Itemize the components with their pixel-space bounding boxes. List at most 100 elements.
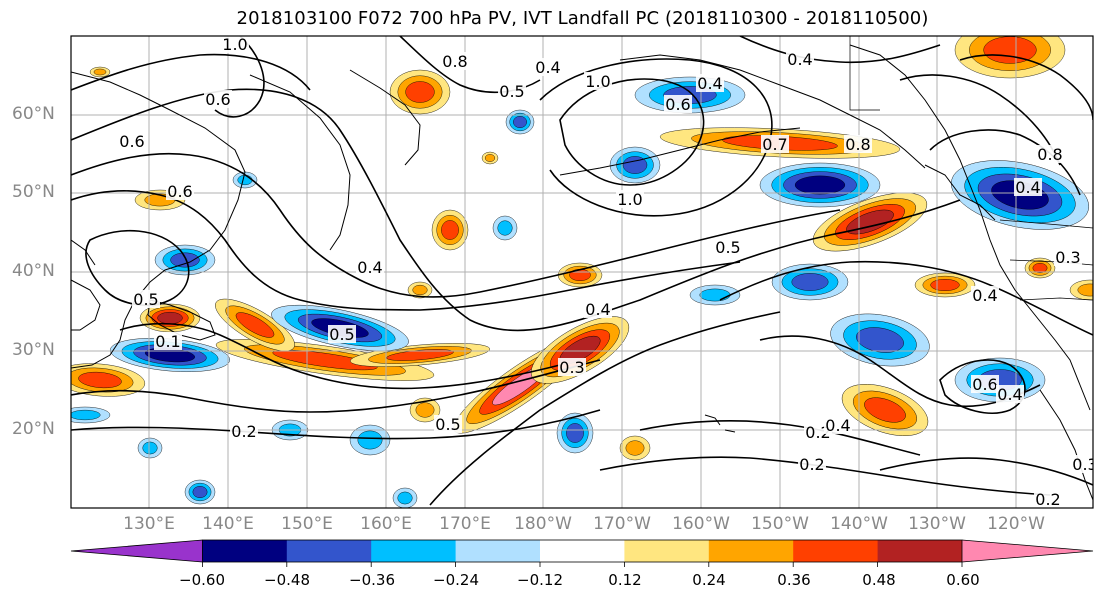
lat-label-40n: 40°N bbox=[12, 261, 55, 281]
lat-label-60n: 60°N bbox=[12, 104, 55, 124]
lon-label-130e: 130°E bbox=[123, 514, 175, 534]
pc-anomaly-cell bbox=[405, 81, 435, 103]
contour-label-bg bbox=[221, 36, 249, 53]
pv-contour-label: 0.5 bbox=[498, 82, 526, 101]
pc-anomaly-cell bbox=[441, 220, 459, 240]
pv-contour-label: 0.4 bbox=[356, 258, 384, 277]
contour-label-bg bbox=[132, 290, 160, 308]
contour-label-bg bbox=[664, 95, 692, 113]
pv-contour-label: 0.7 bbox=[761, 135, 789, 154]
contour-label-bg bbox=[824, 416, 852, 434]
pv-contour-label: 0.5 bbox=[714, 238, 742, 257]
pv-contour-label: 0.5 bbox=[328, 325, 356, 344]
contour-label-text: 0.8 bbox=[845, 135, 870, 154]
contour-label-text: 0.8 bbox=[1037, 145, 1062, 164]
contour-label-bg bbox=[714, 238, 742, 256]
pc-anomaly-cell bbox=[397, 491, 413, 505]
colorbar-extend-min bbox=[71, 540, 203, 562]
pv-contour-label: 0.4 bbox=[971, 286, 999, 305]
pv-contour-line bbox=[85, 229, 190, 306]
pc-anomaly-cell bbox=[622, 156, 648, 174]
pv-contour-label: 0.6 bbox=[118, 132, 146, 151]
pc-anomaly-cell bbox=[566, 423, 584, 443]
pv-contour-line bbox=[879, 457, 1093, 486]
pv-contour-label: 0.1 bbox=[154, 332, 182, 351]
colorbar-extend-max bbox=[962, 540, 1093, 562]
contour-label-bg bbox=[996, 385, 1024, 403]
contour-label-bg bbox=[328, 325, 356, 343]
pv-contour-label: 0.4 bbox=[1014, 178, 1042, 197]
colorbar-tick: 0.36 bbox=[777, 571, 811, 589]
pc-anomaly-cell bbox=[412, 284, 428, 296]
pc-anomaly-cell bbox=[357, 430, 383, 450]
contour-label-text: 0.8 bbox=[442, 52, 467, 71]
pv-contour-label: 0.5 bbox=[434, 415, 462, 434]
pc-anomaly-cell bbox=[497, 220, 513, 236]
pv-contour-label: 0.4 bbox=[696, 74, 724, 93]
contour-label-bg bbox=[584, 300, 612, 318]
colorbar-tick: −0.60 bbox=[179, 571, 225, 589]
pv-contour-label: 0.2 bbox=[798, 455, 826, 474]
contour-label-bg bbox=[230, 422, 258, 440]
contour-label-bg bbox=[616, 190, 644, 208]
pv-contour-label: 0.4 bbox=[786, 50, 814, 69]
contour-label-text: 0.2 bbox=[799, 455, 824, 474]
colorbar-cell bbox=[371, 540, 457, 562]
lon-label-130w: 130°W bbox=[908, 514, 966, 534]
pv-contour-line bbox=[939, 359, 1026, 414]
pv-contour-label: 0.4 bbox=[534, 58, 562, 77]
pv-contour-label: 1.0 bbox=[221, 35, 249, 54]
contour-label-bg bbox=[798, 455, 826, 473]
contour-label-bg bbox=[1014, 178, 1042, 196]
pv-contour-line bbox=[71, 190, 741, 311]
pc-anomaly-cell bbox=[78, 371, 122, 389]
pv-contour-label: 0.3 bbox=[1054, 248, 1082, 267]
contour-label-bg bbox=[1071, 455, 1093, 473]
pc-anomaly-cell bbox=[272, 349, 378, 371]
pc-anomaly-cell bbox=[794, 175, 846, 195]
pv-contour-label: 0.2 bbox=[1034, 490, 1062, 508]
contour-label-text: 0.4 bbox=[585, 300, 610, 319]
pc-anomaly-cell bbox=[415, 402, 435, 418]
pv-contour-line bbox=[639, 420, 921, 456]
contour-label-text: 1.0 bbox=[222, 35, 247, 54]
pv-contour-label: 0.4 bbox=[996, 385, 1024, 404]
lat-label-20n: 20°N bbox=[12, 419, 55, 439]
pc-anomaly-cell bbox=[142, 441, 158, 455]
pv-contour-label: 0.6 bbox=[971, 375, 999, 394]
contour-label-text: 0.5 bbox=[435, 415, 460, 434]
contour-label-text: 1.0 bbox=[617, 190, 642, 209]
contour-label-bg bbox=[844, 135, 872, 153]
pv-contour-label: 0.4 bbox=[584, 300, 612, 319]
colorbar-cell bbox=[540, 540, 625, 562]
pc-anomaly-cell bbox=[192, 486, 208, 498]
coastline bbox=[619, 54, 926, 169]
pv-contour-label: 0.4 bbox=[824, 416, 852, 435]
pv-contour-label: 0.6 bbox=[204, 90, 232, 109]
pc-anomaly-cell bbox=[864, 397, 906, 423]
pc-anomaly-cell bbox=[71, 409, 101, 421]
colorbar-cell bbox=[877, 540, 963, 562]
contour-label-bg bbox=[696, 74, 724, 92]
pv-contour-label: 0.3 bbox=[1071, 455, 1097, 474]
coastline bbox=[849, 44, 1091, 411]
pc-anomaly-cell bbox=[1077, 283, 1093, 297]
contour-label-bg bbox=[534, 58, 562, 76]
contour-label-bg bbox=[204, 90, 232, 108]
pv-contour-line bbox=[71, 53, 311, 91]
pv-contour-line bbox=[214, 36, 265, 118]
coastline bbox=[559, 127, 801, 176]
coastline bbox=[704, 414, 721, 426]
pv-contour-line bbox=[71, 152, 841, 298]
pc-anomaly-cell bbox=[170, 252, 200, 268]
contour-label-text: 0.5 bbox=[133, 290, 158, 309]
lon-label-170w: 170°W bbox=[593, 514, 651, 534]
colorbar-tick: 0.24 bbox=[692, 571, 726, 589]
colorbar-cell bbox=[286, 540, 372, 562]
pv-contour-label: 0.8 bbox=[1036, 145, 1064, 164]
contour-label-bg bbox=[584, 72, 612, 90]
political-border bbox=[1019, 297, 1093, 301]
pc-anomaly-cell bbox=[856, 327, 904, 353]
contour-label-text: 0.3 bbox=[1072, 455, 1097, 474]
pv-contour-line bbox=[739, 36, 941, 64]
